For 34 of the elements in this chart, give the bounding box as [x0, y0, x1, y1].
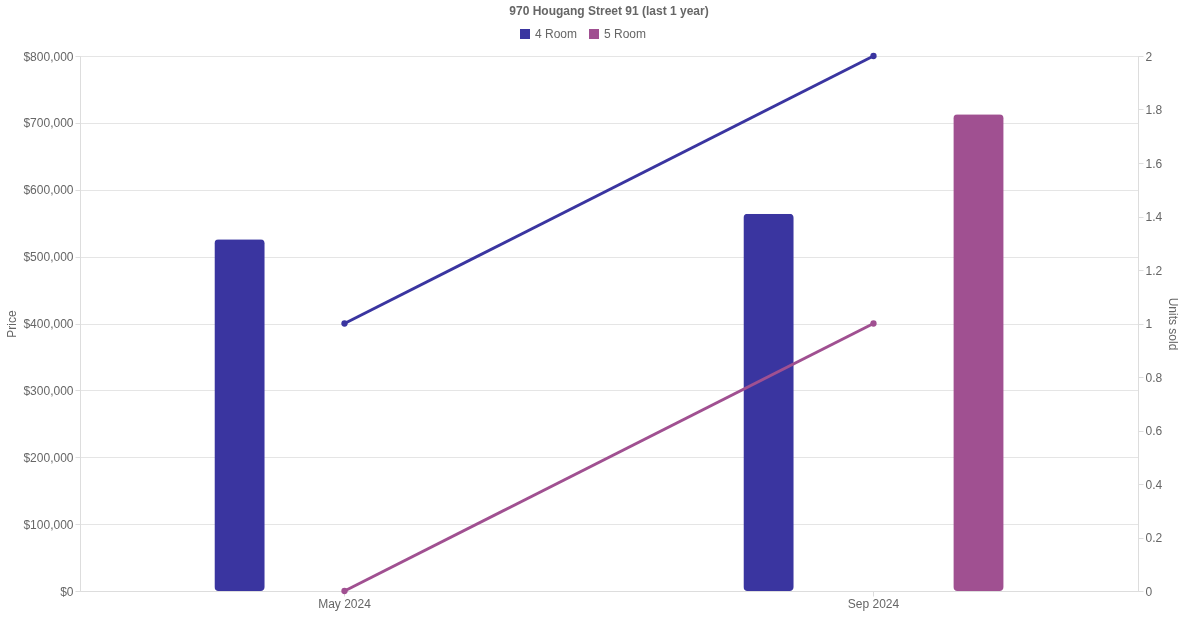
y2-tick-label: 0.8 — [1145, 370, 1163, 385]
x-tick-label: Sep 2024 — [847, 596, 900, 611]
point — [341, 587, 348, 595]
y-tick-label: $400,000 — [23, 317, 74, 331]
point — [870, 320, 877, 327]
y2-tick-label: 1.8 — [1145, 103, 1163, 117]
legend-label: 4 Room — [535, 27, 578, 41]
y2-tick-label: 0.6 — [1145, 424, 1163, 438]
y2-tick-label: 0 — [1145, 584, 1153, 599]
bar — [953, 114, 1004, 591]
y2-tick-label: 1 — [1145, 317, 1153, 331]
y-tick-label: $800,000 — [23, 49, 74, 64]
y2-axis-title: Units sold — [1166, 297, 1181, 351]
y-tick-label: $0 — [60, 584, 74, 599]
legend-label: 5 Room — [604, 27, 647, 41]
y-axis-title: Price — [5, 310, 20, 338]
bar — [214, 239, 265, 591]
y2-tick-label: 2 — [1145, 49, 1153, 64]
bar — [743, 213, 794, 591]
x-tick-label: May 2024 — [318, 596, 372, 611]
y-tick-label: $500,000 — [23, 250, 74, 265]
chart-title: 970 Hougang Street 91 (last 1 year) — [509, 4, 709, 18]
y2-tick-label: 1.2 — [1145, 263, 1163, 278]
y2-tick-label: 0.4 — [1145, 477, 1163, 492]
y-tick-label: $600,000 — [23, 183, 74, 198]
y-tick-label: $700,000 — [23, 116, 74, 131]
point — [341, 320, 348, 327]
y2-tick-label: 1.6 — [1145, 156, 1163, 171]
y-tick-label: $200,000 — [23, 450, 74, 465]
y-tick-label: $100,000 — [23, 517, 74, 532]
point — [870, 52, 877, 60]
y-tick-label: $300,000 — [23, 383, 74, 398]
y2-tick-label: 0.2 — [1145, 531, 1163, 545]
y2-tick-label: 1.4 — [1145, 210, 1163, 224]
